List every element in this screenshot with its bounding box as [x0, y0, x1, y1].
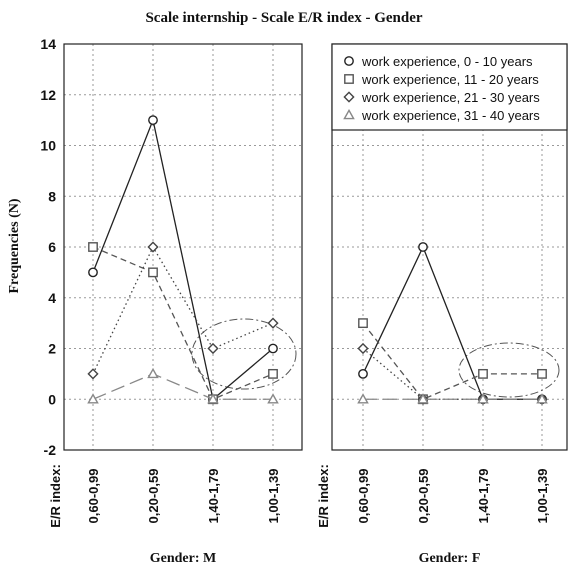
y-axis-label: Frequencies (N) [7, 198, 22, 293]
circle-marker [344, 56, 354, 66]
diamond-marker [147, 241, 159, 253]
highlight-ellipse [191, 318, 297, 390]
triangle-marker [343, 108, 355, 120]
y-tick-label: 8 [48, 188, 56, 204]
panel-gender-m: 0,60-0,99 0,20-0,59 1,40-1,79 1,00-1,39 E/R … [48, 43, 303, 566]
diamond-marker [343, 91, 355, 103]
y-tick-label: 6 [48, 239, 56, 255]
y-tick-labels: 14 12 10 8 6 4 2 0 -2 [40, 36, 56, 458]
square-marker [537, 368, 547, 379]
chart-title: Scale internship - Scale E/R index - Gen… [145, 10, 422, 26]
panel-label: Gender: M [150, 551, 216, 566]
diamond-marker [87, 368, 99, 380]
highlight-ellipse [458, 342, 560, 398]
circle-marker [268, 343, 278, 354]
circle-marker [148, 115, 158, 126]
x-tick-label: 1,00-1,39 [535, 469, 550, 524]
triangle-marker [87, 393, 99, 404]
series-line [92, 246, 274, 401]
triangle-marker [417, 393, 429, 404]
series-line [362, 245, 542, 400]
y-tick-label: 14 [40, 36, 56, 52]
square-marker [344, 74, 354, 84]
diamond-marker [207, 342, 219, 355]
series-line [92, 117, 274, 401]
legend-entry: work experience, 0 - 10 years [361, 54, 533, 69]
triangle-marker [357, 393, 369, 404]
diamond-marker [357, 342, 369, 355]
triangle-marker [147, 367, 159, 379]
diamond-marker [267, 317, 279, 329]
panel-label: Gender: F [419, 551, 481, 566]
legend-entry: work experience, 21 - 30 years [361, 90, 540, 105]
square-marker [478, 368, 488, 379]
square-marker [148, 267, 158, 278]
square-marker [268, 368, 278, 379]
plot-frame [63, 43, 303, 451]
triangle-marker [536, 393, 548, 404]
legend-box [331, 43, 568, 131]
triangle-marker [477, 393, 489, 404]
legend-entry: work experience, 11 - 20 years [361, 72, 539, 87]
x-tick-label: 0,20-0,59 [146, 469, 161, 524]
legend: work experience, 0 - 10 years work experi… [331, 43, 568, 131]
legend-entry: work experience, 31 - 40 years [361, 108, 540, 123]
square-marker [358, 318, 368, 329]
x-tick-label: 1,40-1,79 [476, 469, 491, 524]
y-tick-label: 0 [48, 391, 56, 407]
series-line [362, 322, 542, 401]
y-tick-label: 10 [40, 138, 56, 154]
y-tick-label: 2 [48, 341, 56, 357]
y-tick-label: -2 [44, 442, 57, 458]
series-line [92, 245, 274, 375]
triangle-marker [207, 393, 219, 404]
x-tick-label: 0,60-0,99 [86, 469, 101, 524]
x-tick-label: 0,60-0,99 [356, 469, 371, 524]
series-line [92, 373, 273, 400]
x-tick-label: 1,00-1,39 [266, 469, 281, 524]
x-axis-label: E/R index: [48, 464, 63, 528]
x-tick-label: 1,40-1,79 [206, 469, 221, 524]
x-axis-label: E/R index: [316, 464, 331, 528]
x-tick-label: 0,20-0,59 [416, 469, 431, 524]
y-tick-label: 4 [48, 290, 56, 306]
circle-marker [358, 368, 368, 379]
circle-marker [418, 242, 428, 252]
square-marker [88, 242, 98, 252]
y-tick-label: 12 [40, 87, 56, 103]
triangle-marker [267, 393, 279, 404]
circle-marker [88, 267, 98, 278]
